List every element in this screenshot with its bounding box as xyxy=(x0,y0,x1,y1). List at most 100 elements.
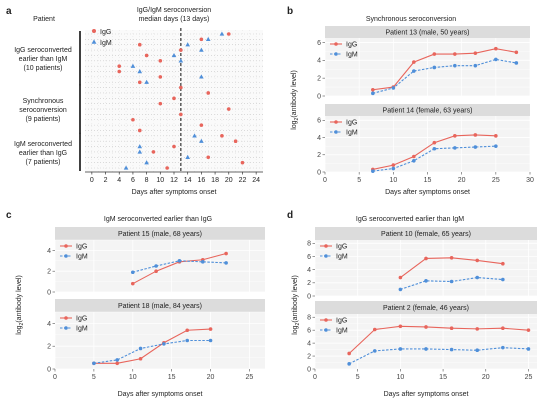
igm-data-point xyxy=(177,259,182,263)
igg-series-line xyxy=(348,325,529,354)
x-tick-label: 15 xyxy=(424,177,432,184)
facet-strip xyxy=(325,26,530,38)
igg-point xyxy=(199,37,204,42)
igm-data-point xyxy=(453,63,457,68)
igg-point xyxy=(240,160,245,165)
igg-data-point xyxy=(138,356,143,361)
igm-data-point xyxy=(424,347,428,351)
facet-y-tick-label: 0 xyxy=(47,289,51,296)
igm-data-point xyxy=(449,279,454,284)
igg-point xyxy=(206,91,211,95)
igm-data-point xyxy=(391,166,396,171)
group-label: (9 patients) xyxy=(25,116,60,123)
legend-igg-label: IgG xyxy=(346,42,357,49)
x-axis-label-d: Days after symptoms onset xyxy=(384,391,469,398)
chart-a-row-header: Patient xyxy=(33,16,55,23)
x-tick-label-a: 0 xyxy=(90,177,94,184)
legend-igm-label: IgM xyxy=(346,130,358,137)
group-label: (10 patients) xyxy=(24,65,63,72)
igg-data-point xyxy=(224,251,228,256)
x-tick-label: 20 xyxy=(458,177,466,184)
facet-y-tick-label: 6 xyxy=(317,118,321,125)
facet-y-tick-label: 0 xyxy=(317,93,321,100)
igm-data-point xyxy=(424,279,428,283)
facet-strip-label: Patient 18 (male, 84 years) xyxy=(118,303,202,310)
group-label: earlier than IgG xyxy=(19,150,67,157)
igm-data-point xyxy=(494,57,498,62)
legend-igm-marker xyxy=(64,326,68,330)
panel-c: IgM seroconverted earlier than IgG Patien… xyxy=(16,216,265,398)
igg-data-point xyxy=(494,46,498,51)
legend-igg-marker xyxy=(64,316,68,320)
x-tick-label: 5 xyxy=(357,177,361,184)
x-tick-label: 0 xyxy=(313,374,317,381)
igm-point xyxy=(219,31,225,36)
facet-y-tick-label: 0 xyxy=(307,366,311,373)
legend-igm-marker-a xyxy=(91,39,97,44)
chart-c-title: IgM seroconverted earlier than IgG xyxy=(104,216,212,223)
legend-igm-label: IgM xyxy=(336,254,348,261)
y-axis-label-b: log2(antibody level) xyxy=(291,70,300,130)
igg-data-point xyxy=(424,256,428,261)
facet-y-tick-label: 2 xyxy=(317,76,321,83)
igg-data-point xyxy=(130,281,135,286)
igm-data-point xyxy=(475,275,480,280)
x-tick-label: 20 xyxy=(207,374,215,381)
igg-data-point xyxy=(473,51,478,55)
igm-data-point xyxy=(473,63,478,68)
facet-y-tick-label: 6 xyxy=(307,328,311,335)
facet-y-tick-label: 4 xyxy=(307,341,311,348)
igm-data-point xyxy=(224,261,228,265)
igm-data-point xyxy=(371,169,375,173)
igg-point xyxy=(131,117,135,122)
igm-data-point xyxy=(200,260,205,264)
x-axis-label-c: Days after symptoms onset xyxy=(118,391,203,398)
igg-data-point xyxy=(398,275,403,280)
igg-data-point xyxy=(115,361,120,366)
igg-point xyxy=(158,75,163,79)
x-tick-label: 15 xyxy=(168,374,176,381)
legend-igm-label: IgM xyxy=(76,254,88,261)
panel-letter-d: d xyxy=(287,210,293,221)
legend-igg-marker xyxy=(324,244,328,248)
legend-igg-marker xyxy=(64,244,68,248)
igg-point xyxy=(199,123,204,127)
igg-point xyxy=(179,112,183,117)
igm-data-point xyxy=(92,361,96,366)
chart-a-subtitle: median days (13 days) xyxy=(139,16,210,23)
igg-point xyxy=(172,96,176,101)
igm-data-point xyxy=(154,264,158,268)
x-tick-label: 25 xyxy=(246,374,254,381)
igg-data-point xyxy=(473,133,478,137)
igg-data-point xyxy=(372,327,377,332)
x-tick-label: 20 xyxy=(482,374,490,381)
x-tick-label: 15 xyxy=(439,374,447,381)
panel-letter-a: a xyxy=(6,6,12,17)
igg-point xyxy=(226,32,231,36)
x-tick-label: 25 xyxy=(525,374,533,381)
igg-data-point xyxy=(412,60,416,64)
x-tick-label: 10 xyxy=(129,374,137,381)
igg-data-point xyxy=(412,154,416,159)
igg-point xyxy=(233,139,238,143)
igg-point xyxy=(179,48,183,52)
x-tick-label: 30 xyxy=(526,177,534,184)
igm-point xyxy=(205,36,211,42)
legend-igg-label: IgG xyxy=(336,244,347,251)
igg-point xyxy=(158,59,163,63)
igm-point xyxy=(185,154,191,159)
x-tick-label-a: 6 xyxy=(131,177,135,184)
legend-igg-marker-a xyxy=(92,29,96,33)
facet-y-tick-label: 2 xyxy=(47,269,51,276)
igm-data-point xyxy=(475,348,480,353)
facet-y-tick-label: 4 xyxy=(307,267,311,274)
igg-data-point xyxy=(453,52,457,56)
facet-plot-area xyxy=(55,240,265,292)
igg-point xyxy=(158,101,163,106)
x-tick-label-a: 24 xyxy=(252,177,260,184)
legend-igg-label-a: IgG xyxy=(100,29,111,36)
facet-strip xyxy=(325,104,530,116)
igm-data-point xyxy=(432,65,437,70)
facet-plot-area xyxy=(315,314,537,369)
igm-data-point xyxy=(372,349,377,353)
